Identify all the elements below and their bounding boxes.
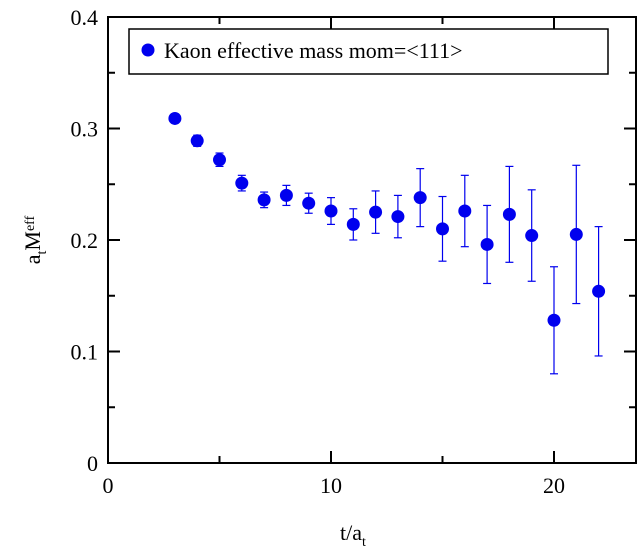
x-tick-label: 20 (543, 473, 565, 498)
y-axis-label-a: a (20, 254, 45, 264)
data-point (257, 193, 271, 207)
legend-label: Kaon effective mass mom=<111> (164, 38, 463, 63)
error-bars (170, 113, 603, 375)
data-points (168, 111, 606, 327)
data-point (525, 229, 539, 243)
plot-frame (107, 16, 637, 464)
data-point (235, 176, 249, 190)
data-point (436, 222, 449, 236)
y-tick-label: 0.3 (71, 117, 99, 142)
x-axis-label-sub: t (362, 535, 366, 550)
y-axis-label-sub2: eff (23, 215, 38, 231)
axis-ticks (107, 16, 636, 464)
y-tick-label: 0.1 (71, 340, 99, 365)
data-point (190, 134, 204, 148)
y-tick-label: 0.2 (71, 228, 99, 253)
y-tick-label: 0 (87, 451, 98, 476)
data-point (502, 207, 516, 221)
data-point (213, 153, 226, 167)
y-axis-label-sub1: t (35, 250, 50, 254)
data-point (279, 188, 293, 202)
data-point (346, 217, 360, 231)
data-point (324, 204, 338, 218)
y-tick-label: 0.4 (71, 5, 99, 30)
data-point (458, 204, 472, 218)
y-axis-label-m: M (20, 231, 45, 251)
legend-marker (141, 43, 155, 57)
y-axis-label: atMeff (20, 215, 50, 264)
legend-box (128, 28, 609, 75)
x-axis-label: t/at (340, 520, 366, 550)
data-point (592, 284, 606, 298)
data-point (391, 210, 405, 224)
tick-labels: 0 10 20 0 0.1 0.2 0.3 0.4 (71, 5, 566, 498)
legend: Kaon effective mass mom=<111> (128, 28, 609, 75)
data-point (369, 205, 383, 219)
x-axis-label-main: t/a (340, 520, 362, 545)
data-point (302, 196, 316, 210)
data-point (480, 237, 494, 251)
data-point (569, 227, 583, 241)
data-point (168, 111, 182, 125)
data-point (547, 313, 561, 327)
data-point (413, 191, 427, 205)
x-tick-label: 0 (103, 473, 114, 498)
x-tick-label: 10 (320, 473, 342, 498)
